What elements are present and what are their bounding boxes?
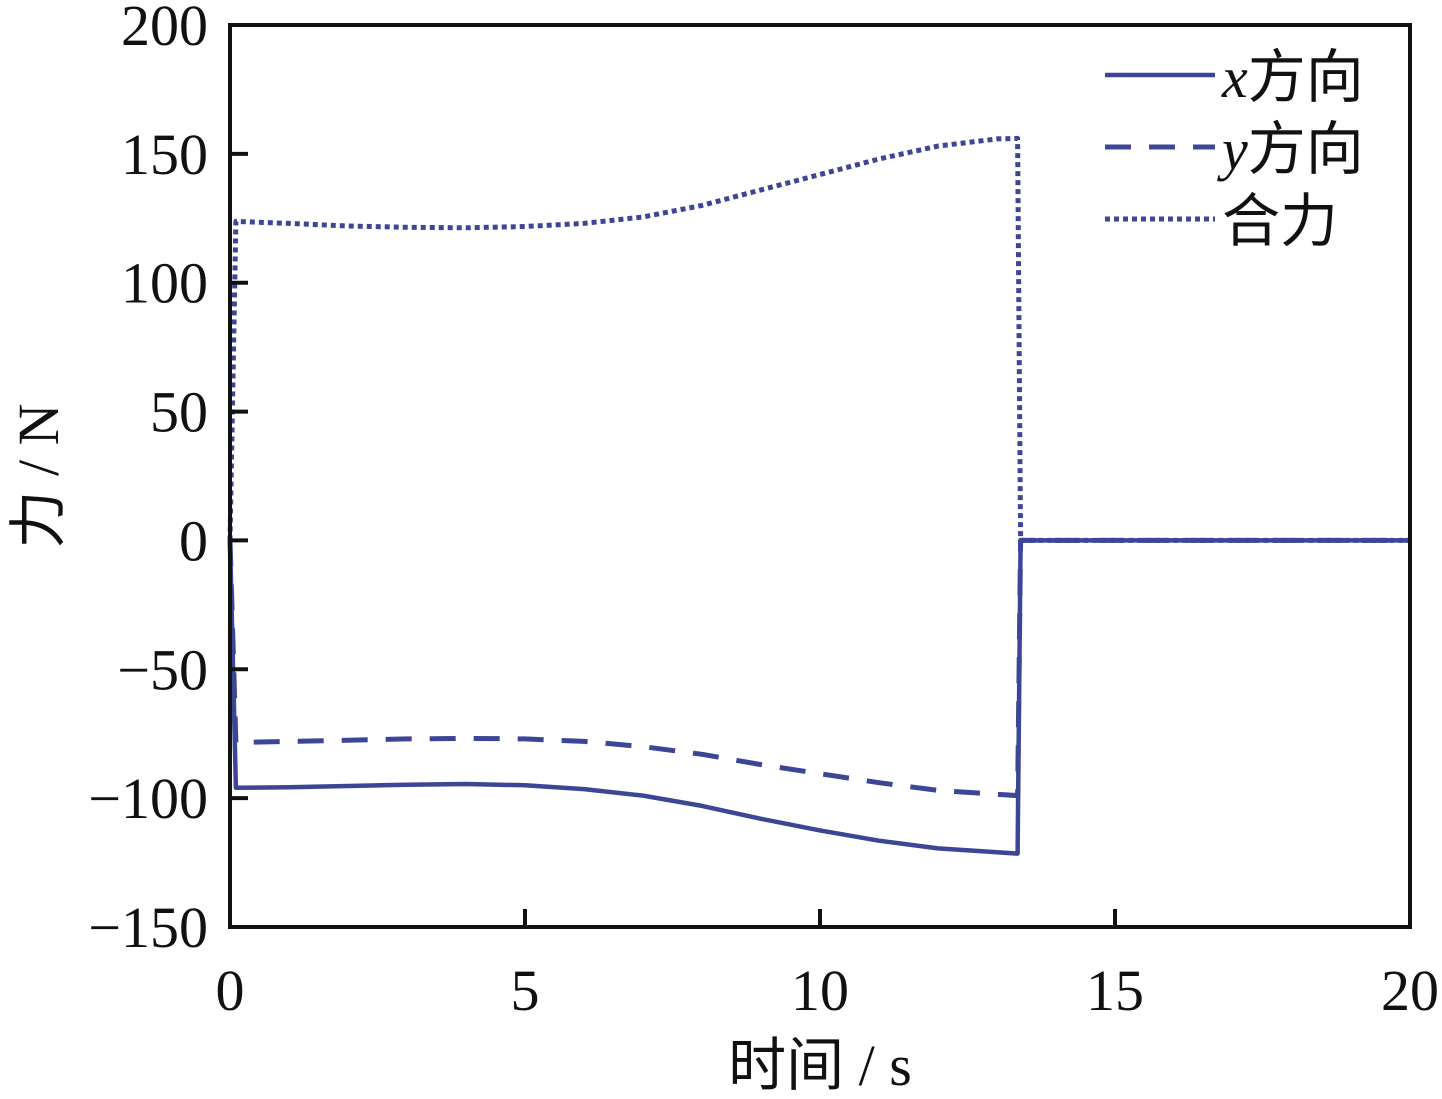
- legend-label: y方向: [1217, 117, 1364, 182]
- legend-item-0: x方向: [1105, 45, 1364, 110]
- legend-label: x方向: [1221, 45, 1364, 110]
- y-tick-label: 0: [179, 508, 208, 573]
- y-tick-label: 100: [121, 251, 208, 316]
- x-tick-label: 10: [791, 958, 849, 1023]
- x-tick-label: 20: [1381, 958, 1439, 1023]
- series-line-0: [227, 538, 1410, 856]
- legend-item-1: y方向: [1105, 117, 1364, 182]
- ticks-layer: 0 5 10 15 20 200 150 100 50 0 −50 −100 −150: [88, 0, 1439, 1023]
- y-tick-label: −100: [88, 766, 208, 831]
- x-axis-label: 时间 / s: [728, 1033, 912, 1094]
- x-tick-label: 5: [511, 958, 540, 1023]
- y-tick-label: 200: [121, 0, 208, 58]
- series-layer: [227, 135, 1410, 856]
- y-tick-label: 50: [150, 380, 208, 445]
- y-tick-label: −150: [88, 895, 208, 960]
- x-tick-label: 0: [216, 958, 245, 1023]
- series-line-1: [227, 537, 1410, 799]
- x-tick-label: 15: [1086, 958, 1144, 1023]
- y-tick-label: −50: [117, 637, 208, 702]
- legend-item-2: 合力: [1105, 189, 1338, 254]
- legend-label: 合力: [1222, 189, 1338, 254]
- series-line-2: [227, 135, 1410, 543]
- y-axis-label: 力 / N: [6, 403, 71, 548]
- y-tick-label: 150: [121, 122, 208, 187]
